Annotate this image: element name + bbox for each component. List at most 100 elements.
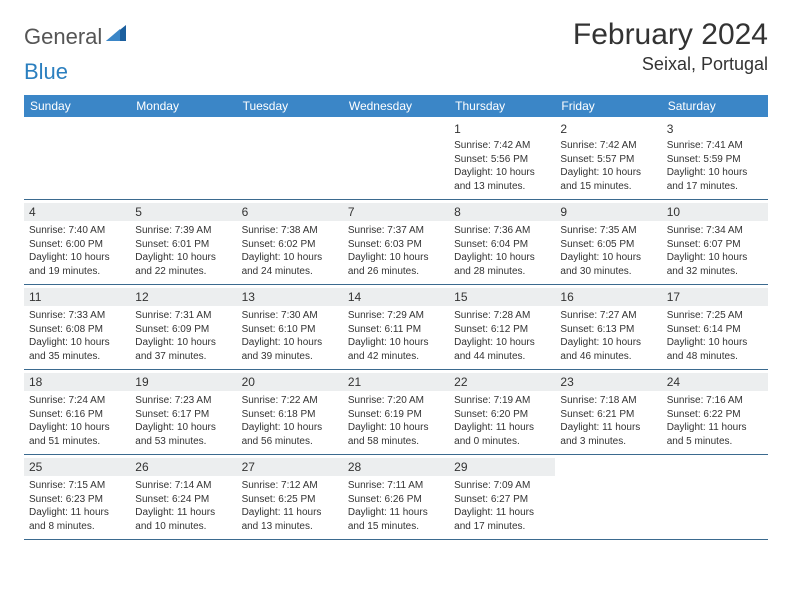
daynum-shaded: 10 xyxy=(662,203,768,221)
day-number: 14 xyxy=(348,290,444,304)
day-cell: 18Sunrise: 7:24 AMSunset: 6:16 PMDayligh… xyxy=(24,370,130,454)
day-number: 13 xyxy=(242,290,338,304)
cell-d1: Daylight: 10 hours xyxy=(348,251,444,265)
daynum-shaded: 25 xyxy=(24,458,130,476)
cell-sunrise: Sunrise: 7:30 AM xyxy=(242,309,338,323)
col-tuesday: Tuesday xyxy=(237,95,343,117)
cell-sunrise: Sunrise: 7:28 AM xyxy=(454,309,550,323)
cell-sunrise: Sunrise: 7:42 AM xyxy=(560,139,656,153)
day-number: 6 xyxy=(242,205,338,219)
cell-d1: Daylight: 11 hours xyxy=(348,506,444,520)
day-cell: 20Sunrise: 7:22 AMSunset: 6:18 PMDayligh… xyxy=(237,370,343,454)
cell-sunrise: Sunrise: 7:37 AM xyxy=(348,224,444,238)
day-number: 12 xyxy=(135,290,231,304)
cell-sunrise: Sunrise: 7:38 AM xyxy=(242,224,338,238)
col-sunday: Sunday xyxy=(24,95,130,117)
cell-d1: Daylight: 10 hours xyxy=(242,336,338,350)
cell-sunset: Sunset: 6:10 PM xyxy=(242,323,338,337)
day-number: 15 xyxy=(454,290,550,304)
cell-d2: and 22 minutes. xyxy=(135,265,231,279)
cell-d1: Daylight: 10 hours xyxy=(29,336,125,350)
col-thursday: Thursday xyxy=(449,95,555,117)
empty-cell xyxy=(237,117,343,199)
cell-sunset: Sunset: 5:59 PM xyxy=(667,153,763,167)
cell-d2: and 15 minutes. xyxy=(348,520,444,534)
day-number: 26 xyxy=(135,460,231,474)
cell-sunset: Sunset: 6:01 PM xyxy=(135,238,231,252)
day-cell: 21Sunrise: 7:20 AMSunset: 6:19 PMDayligh… xyxy=(343,370,449,454)
cell-d2: and 17 minutes. xyxy=(454,520,550,534)
day-cell: 14Sunrise: 7:29 AMSunset: 6:11 PMDayligh… xyxy=(343,285,449,369)
cell-d2: and 46 minutes. xyxy=(560,350,656,364)
day-number: 23 xyxy=(560,375,656,389)
day-number: 27 xyxy=(242,460,338,474)
day-cell: 28Sunrise: 7:11 AMSunset: 6:26 PMDayligh… xyxy=(343,455,449,539)
cell-sunrise: Sunrise: 7:27 AM xyxy=(560,309,656,323)
brand-logo: General xyxy=(24,24,128,50)
col-saturday: Saturday xyxy=(662,95,768,117)
cell-sunrise: Sunrise: 7:19 AM xyxy=(454,394,550,408)
cell-sunset: Sunset: 6:19 PM xyxy=(348,408,444,422)
daynum-shaded: 19 xyxy=(130,373,236,391)
cell-sunset: Sunset: 6:27 PM xyxy=(454,493,550,507)
cell-sunset: Sunset: 6:12 PM xyxy=(454,323,550,337)
cell-d1: Daylight: 10 hours xyxy=(135,336,231,350)
day-cell: 26Sunrise: 7:14 AMSunset: 6:24 PMDayligh… xyxy=(130,455,236,539)
cell-sunset: Sunset: 6:08 PM xyxy=(29,323,125,337)
cell-sunrise: Sunrise: 7:24 AM xyxy=(29,394,125,408)
cell-d1: Daylight: 11 hours xyxy=(242,506,338,520)
cell-d1: Daylight: 11 hours xyxy=(135,506,231,520)
day-cell: 5Sunrise: 7:39 AMSunset: 6:01 PMDaylight… xyxy=(130,200,236,284)
day-number: 22 xyxy=(454,375,550,389)
cell-sunrise: Sunrise: 7:23 AM xyxy=(135,394,231,408)
day-number: 10 xyxy=(667,205,763,219)
cell-d1: Daylight: 11 hours xyxy=(560,421,656,435)
cell-sunrise: Sunrise: 7:15 AM xyxy=(29,479,125,493)
daynum-shaded: 6 xyxy=(237,203,343,221)
day-cell: 11Sunrise: 7:33 AMSunset: 6:08 PMDayligh… xyxy=(24,285,130,369)
cell-d1: Daylight: 10 hours xyxy=(348,336,444,350)
day-number: 24 xyxy=(667,375,763,389)
cell-d2: and 56 minutes. xyxy=(242,435,338,449)
cell-d2: and 37 minutes. xyxy=(135,350,231,364)
day-cell: 6Sunrise: 7:38 AMSunset: 6:02 PMDaylight… xyxy=(237,200,343,284)
day-number: 11 xyxy=(29,290,125,304)
cell-d2: and 8 minutes. xyxy=(29,520,125,534)
daynum-shaded: 11 xyxy=(24,288,130,306)
cell-sunrise: Sunrise: 7:20 AM xyxy=(348,394,444,408)
cell-sunset: Sunset: 6:13 PM xyxy=(560,323,656,337)
day-number: 1 xyxy=(454,120,550,139)
daynum-shaded: 24 xyxy=(662,373,768,391)
col-monday: Monday xyxy=(130,95,236,117)
cell-sunset: Sunset: 6:02 PM xyxy=(242,238,338,252)
brand-part1: General xyxy=(24,24,102,50)
cell-d2: and 42 minutes. xyxy=(348,350,444,364)
cell-sunrise: Sunrise: 7:25 AM xyxy=(667,309,763,323)
cell-sunrise: Sunrise: 7:34 AM xyxy=(667,224,763,238)
cell-sunrise: Sunrise: 7:29 AM xyxy=(348,309,444,323)
cell-d2: and 39 minutes. xyxy=(242,350,338,364)
daynum-shaded: 17 xyxy=(662,288,768,306)
cell-sunrise: Sunrise: 7:11 AM xyxy=(348,479,444,493)
cell-d1: Daylight: 11 hours xyxy=(29,506,125,520)
cell-sunrise: Sunrise: 7:22 AM xyxy=(242,394,338,408)
day-cell: 25Sunrise: 7:15 AMSunset: 6:23 PMDayligh… xyxy=(24,455,130,539)
daynum-shaded: 14 xyxy=(343,288,449,306)
cell-d1: Daylight: 10 hours xyxy=(29,251,125,265)
col-wednesday: Wednesday xyxy=(343,95,449,117)
day-cell: 9Sunrise: 7:35 AMSunset: 6:05 PMDaylight… xyxy=(555,200,661,284)
cell-sunrise: Sunrise: 7:16 AM xyxy=(667,394,763,408)
cell-d2: and 26 minutes. xyxy=(348,265,444,279)
day-cell: 2Sunrise: 7:42 AMSunset: 5:57 PMDaylight… xyxy=(555,117,661,199)
day-cell: 24Sunrise: 7:16 AMSunset: 6:22 PMDayligh… xyxy=(662,370,768,454)
day-number: 25 xyxy=(29,460,125,474)
cell-d2: and 5 minutes. xyxy=(667,435,763,449)
cell-sunrise: Sunrise: 7:14 AM xyxy=(135,479,231,493)
cell-sunset: Sunset: 6:21 PM xyxy=(560,408,656,422)
day-number: 8 xyxy=(454,205,550,219)
day-number: 29 xyxy=(454,460,550,474)
daynum-shaded: 12 xyxy=(130,288,236,306)
weeks-container: 1Sunrise: 7:42 AMSunset: 5:56 PMDaylight… xyxy=(24,117,768,540)
daynum-shaded: 7 xyxy=(343,203,449,221)
daynum-shaded: 23 xyxy=(555,373,661,391)
